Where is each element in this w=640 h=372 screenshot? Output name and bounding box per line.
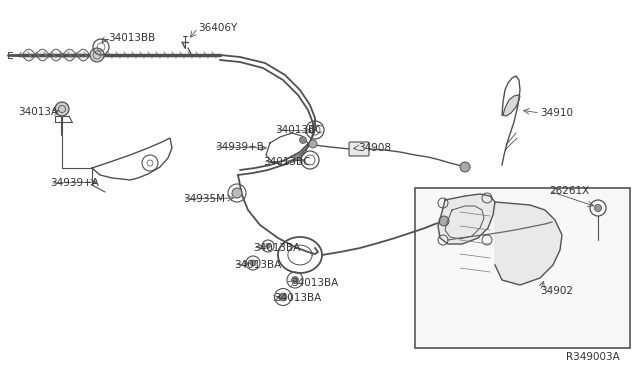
Text: 34013BA: 34013BA	[253, 243, 300, 253]
Polygon shape	[438, 194, 495, 244]
Circle shape	[309, 140, 317, 148]
Circle shape	[294, 154, 301, 160]
Circle shape	[55, 102, 69, 116]
Text: 34939+A: 34939+A	[50, 178, 99, 188]
Text: 34013BB: 34013BB	[108, 33, 156, 43]
Text: R349003A: R349003A	[566, 352, 620, 362]
Polygon shape	[503, 95, 520, 116]
Circle shape	[595, 205, 602, 212]
Circle shape	[250, 260, 256, 266]
Text: 34013BA: 34013BA	[291, 278, 339, 288]
Polygon shape	[495, 202, 562, 285]
Circle shape	[291, 276, 298, 283]
Text: 34910: 34910	[540, 108, 573, 118]
Text: 26261X: 26261X	[549, 186, 589, 196]
Text: 34902: 34902	[540, 286, 573, 296]
Circle shape	[90, 48, 104, 62]
Circle shape	[232, 188, 242, 198]
Text: 34013A: 34013A	[18, 107, 58, 117]
Text: 34013BA: 34013BA	[274, 293, 321, 303]
Text: 36406Y: 36406Y	[198, 23, 237, 33]
Circle shape	[266, 244, 271, 248]
Circle shape	[439, 216, 449, 226]
Circle shape	[460, 162, 470, 172]
Circle shape	[300, 137, 307, 144]
Text: 34908: 34908	[358, 143, 391, 153]
Text: 34013BC: 34013BC	[263, 157, 310, 167]
Text: 34939+B: 34939+B	[215, 142, 264, 152]
Bar	[415, 188, 630, 348]
Text: 34013BC: 34013BC	[275, 125, 323, 135]
Text: 34935M: 34935M	[183, 194, 225, 204]
FancyBboxPatch shape	[349, 142, 369, 156]
Circle shape	[279, 293, 287, 301]
Text: 34013BA: 34013BA	[234, 260, 281, 270]
